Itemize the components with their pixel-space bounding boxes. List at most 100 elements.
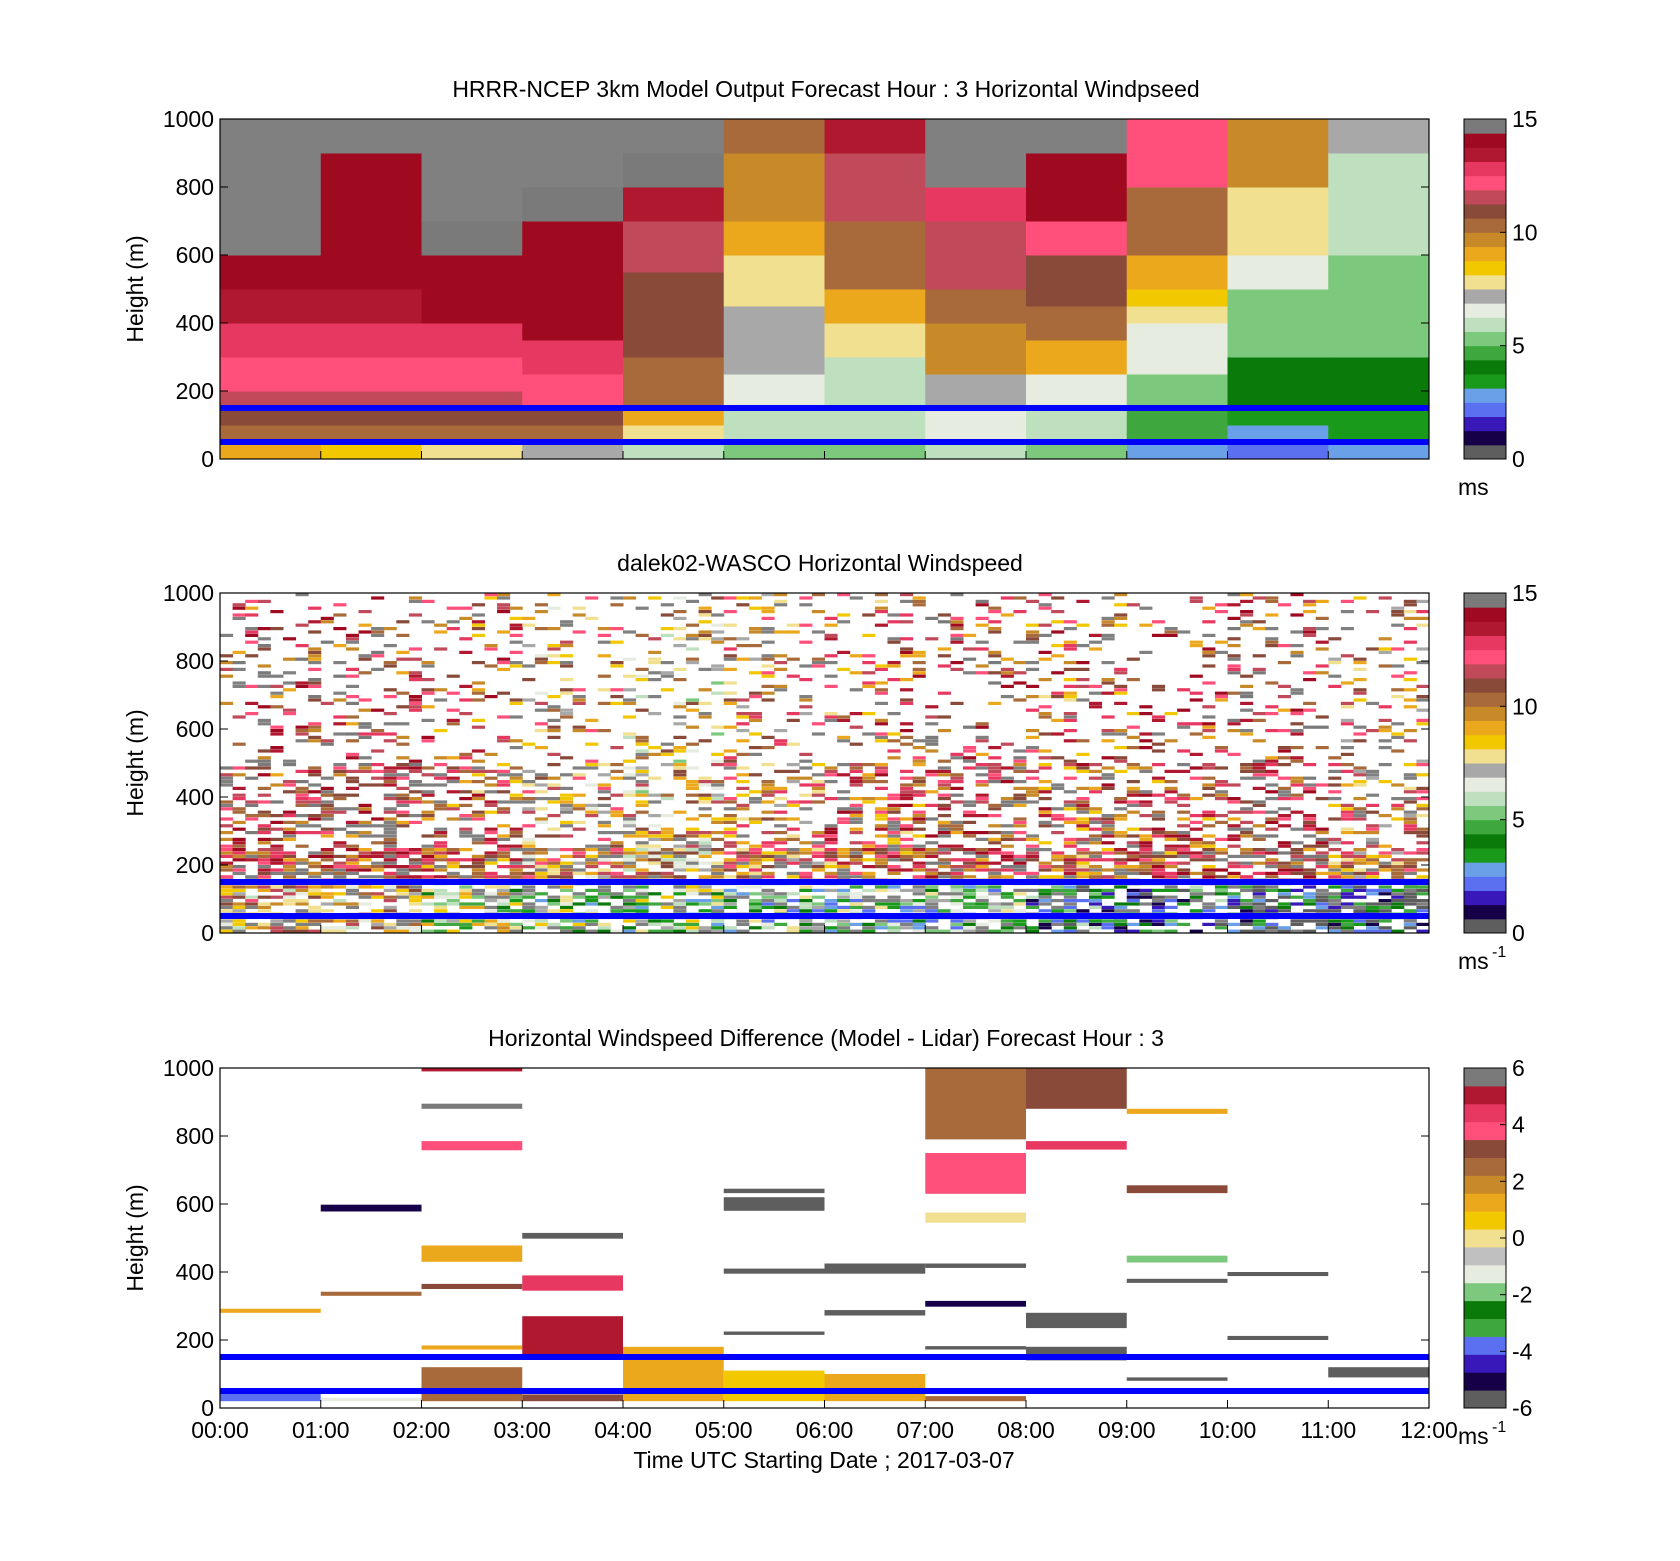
data-cell [874, 827, 888, 831]
data-cell [534, 905, 548, 909]
data-cell [471, 810, 485, 814]
data-cell [1126, 854, 1140, 858]
data-cell [1114, 684, 1128, 688]
data-cell [1353, 810, 1367, 814]
data-cell [560, 773, 574, 777]
data-cell [685, 637, 700, 641]
data-cell [509, 848, 523, 852]
data-cell [1366, 647, 1380, 651]
data-cell [774, 895, 788, 899]
data-cell [1151, 827, 1166, 831]
data-cell [1366, 854, 1380, 858]
data-cell [925, 144, 1027, 154]
data-cell [383, 661, 397, 665]
data-cell [723, 817, 737, 821]
data-cell [950, 865, 964, 869]
data-cell [711, 831, 725, 835]
data-cell [421, 272, 523, 281]
data-cell [1013, 888, 1027, 892]
data-cell [1013, 837, 1027, 841]
data-cell [1177, 854, 1191, 858]
data-cell [560, 793, 574, 797]
data-cell [887, 749, 901, 753]
data-cell [1063, 678, 1077, 682]
data-cell [925, 885, 939, 889]
data-cell [1378, 854, 1392, 858]
data-cell [1088, 902, 1103, 906]
data-cell [484, 899, 498, 903]
data-cell [421, 229, 523, 239]
data-cell [623, 851, 637, 855]
data-cell [597, 885, 611, 889]
data-cell [220, 382, 322, 392]
data-cell [811, 865, 825, 869]
data-cell [1202, 715, 1216, 719]
data-cell [522, 195, 624, 205]
data-cell [723, 153, 825, 162]
data-cell [1051, 786, 1065, 790]
data-cell [1227, 667, 1241, 671]
data-cell [723, 654, 737, 658]
data-cell [245, 875, 259, 879]
data-cell [874, 858, 888, 862]
data-cell [786, 837, 800, 841]
data-cell [623, 674, 637, 678]
data-cell [1227, 178, 1329, 188]
data-cell [1139, 844, 1153, 848]
data-cell [925, 841, 939, 845]
data-cell [1000, 671, 1014, 675]
data-cell [1076, 827, 1090, 831]
data-cell [308, 922, 322, 926]
data-cell [988, 650, 1002, 654]
data-cell [925, 314, 1027, 324]
data-cell [711, 630, 725, 634]
data-cell [1051, 929, 1065, 933]
data-cell [257, 759, 271, 763]
data-cell [572, 919, 586, 923]
data-cell [1114, 732, 1128, 736]
data-cell [282, 712, 297, 716]
data-cell [912, 650, 926, 654]
data-cell [1139, 790, 1153, 794]
data-cell [320, 616, 334, 620]
data-cell [522, 221, 624, 230]
data-cell [623, 119, 725, 128]
data-cell [509, 616, 523, 620]
data-cell [1391, 735, 1405, 739]
data-cell [635, 905, 649, 909]
data-cell [1126, 834, 1140, 838]
data-cell [560, 875, 574, 879]
data-cell [1126, 416, 1228, 426]
data-cell [547, 848, 561, 852]
data-cell [421, 814, 435, 818]
data-cell [1315, 715, 1329, 719]
data-cell [1126, 844, 1140, 848]
data-cell [1026, 263, 1128, 273]
data-cell [900, 919, 914, 923]
data-cell [723, 759, 737, 763]
data-cell [1227, 752, 1241, 756]
data-cell [434, 834, 448, 838]
y-axis-label: Height (m) [122, 709, 148, 816]
data-cell [610, 688, 624, 692]
data-cell [1076, 885, 1090, 889]
data-cell [333, 769, 347, 773]
data-cell [1101, 681, 1115, 685]
data-cell [950, 909, 964, 913]
data-cell [308, 871, 322, 875]
data-cell [1051, 596, 1065, 600]
data-cell [1252, 810, 1266, 814]
data-cell [1214, 922, 1228, 926]
data-cell [1265, 851, 1279, 855]
data-cell [497, 929, 511, 933]
data-cell [963, 868, 977, 872]
data-cell [1227, 1272, 1329, 1277]
data-cell [723, 875, 737, 879]
data-cell [723, 221, 825, 230]
data-cell [333, 926, 347, 930]
data-cell [1403, 705, 1417, 709]
data-cell [723, 851, 737, 855]
data-cell [597, 820, 611, 824]
data-cell [824, 127, 926, 137]
data-cell [1378, 725, 1392, 729]
